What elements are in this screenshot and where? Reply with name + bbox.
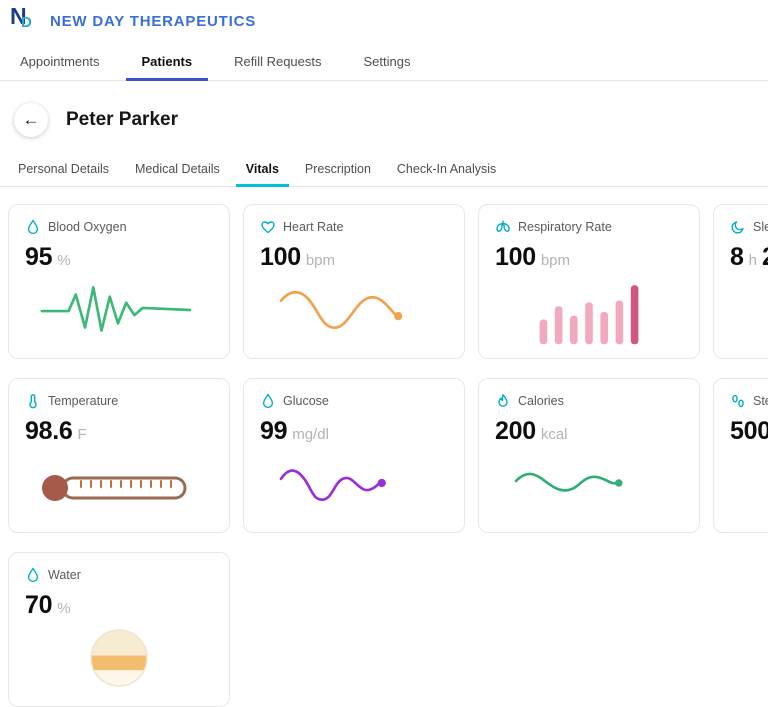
card-head: Temperature bbox=[25, 393, 213, 409]
vitals-card-grid: Blood Oxygen 95 % Heart Rate 100 bpm bbox=[0, 187, 768, 707]
vital-card-heart-rate: Heart Rate 100 bpm bbox=[243, 204, 465, 359]
thermometer-icon bbox=[25, 393, 41, 409]
vital-unit: bpm bbox=[540, 252, 570, 269]
vital-value: 8 bbox=[730, 243, 744, 271]
card-label: Steps bbox=[753, 394, 768, 408]
card-value: 99 mg/dl bbox=[260, 417, 448, 446]
tab-check-in-analysis[interactable]: Check-In Analysis bbox=[396, 162, 497, 176]
vital-unit: % bbox=[57, 600, 71, 617]
tab-patients[interactable]: Patients bbox=[125, 44, 209, 81]
vital-card-temperature: Temperature 98.6 F bbox=[8, 378, 230, 533]
card-head: Respiratory Rate bbox=[495, 219, 683, 235]
card-value: 8 h 2 bbox=[730, 243, 768, 272]
tab-medical-details[interactable]: Medical Details bbox=[135, 162, 220, 176]
vital-unit: % bbox=[57, 252, 71, 269]
vital-unit: bpm bbox=[305, 252, 335, 269]
card-label: Respiratory Rate bbox=[518, 220, 612, 234]
vital-value-2: 2 bbox=[762, 243, 768, 272]
tab-appointments[interactable]: Appointments bbox=[20, 54, 100, 69]
vital-value: 200 bbox=[495, 417, 536, 445]
card-value: 200 kcal bbox=[495, 417, 683, 446]
vital-unit: mg/dl bbox=[292, 426, 329, 443]
heart-icon bbox=[260, 219, 276, 235]
vital-card-blood-oxygen: Blood Oxygen 95 % bbox=[8, 204, 230, 359]
brand-row: N D NEW DAY THERAPEUTICS bbox=[0, 0, 768, 36]
card-label: Temperature bbox=[48, 394, 119, 408]
card-value: 500 bbox=[730, 417, 768, 446]
card-label: Calories bbox=[518, 394, 564, 408]
back-button[interactable]: ← bbox=[14, 103, 48, 137]
patient-name: Peter Parker bbox=[66, 109, 178, 130]
glucose-sparkline bbox=[260, 446, 448, 522]
vital-value: 99 bbox=[260, 417, 288, 445]
card-head: Water bbox=[25, 567, 213, 583]
steps-icon bbox=[730, 393, 746, 409]
vital-card-water: Water 70 % bbox=[8, 552, 230, 707]
back-arrow-icon: ← bbox=[22, 110, 40, 129]
card-value: 100 bpm bbox=[495, 243, 683, 272]
card-head: Steps bbox=[730, 393, 768, 409]
tab-refill-requests[interactable]: Refill Requests bbox=[234, 54, 322, 69]
card-label: Water bbox=[48, 568, 81, 582]
card-head: Heart Rate bbox=[260, 219, 448, 235]
vital-value: 70 bbox=[25, 591, 53, 619]
card-head: Blood Oxygen bbox=[25, 219, 213, 235]
vital-value: 500 bbox=[730, 417, 768, 445]
card-value: 70 % bbox=[25, 591, 213, 620]
card-label: Blood Oxygen bbox=[48, 220, 127, 234]
heart-rate-sparkline bbox=[260, 272, 448, 348]
card-label: Sleep bbox=[753, 220, 768, 234]
vital-value: 100 bbox=[495, 243, 536, 271]
droplet-icon bbox=[260, 393, 276, 409]
respiratory-rate-bar-sparkline bbox=[495, 272, 683, 348]
tab-vitals[interactable]: Vitals bbox=[235, 153, 289, 187]
top-nav: Appointments Patients Refill Requests Se… bbox=[0, 44, 768, 81]
moon-icon bbox=[730, 219, 746, 235]
card-head: Glucose bbox=[260, 393, 448, 409]
vital-card-sleep: Sleep 8 h 2 bbox=[713, 204, 768, 359]
water-drop-icon bbox=[25, 567, 41, 583]
sleep-sparkline bbox=[730, 272, 768, 348]
tab-personal-details[interactable]: Personal Details bbox=[18, 162, 110, 176]
flame-icon bbox=[495, 393, 511, 409]
vital-value: 100 bbox=[260, 243, 301, 271]
logo-letter-n: N bbox=[10, 3, 27, 29]
vital-value: 98.6 bbox=[25, 417, 73, 445]
card-label: Glucose bbox=[283, 394, 329, 408]
vital-card-steps: Steps 500 bbox=[713, 378, 768, 533]
water-cup-graphic bbox=[25, 620, 213, 696]
card-value: 100 bpm bbox=[260, 243, 448, 272]
vital-unit: h bbox=[748, 252, 757, 269]
tab-settings[interactable]: Settings bbox=[363, 54, 411, 69]
vital-card-calories: Calories 200 kcal bbox=[478, 378, 700, 533]
card-value: 95 % bbox=[25, 243, 213, 272]
card-head: Sleep bbox=[730, 219, 768, 235]
brand-logo: N D bbox=[10, 3, 40, 36]
droplet-icon bbox=[25, 219, 41, 235]
lungs-icon bbox=[495, 219, 511, 235]
thermometer-graphic bbox=[25, 446, 213, 522]
app-header: N D NEW DAY THERAPEUTICS Appointments Pa… bbox=[0, 0, 768, 81]
vital-unit: F bbox=[77, 426, 87, 443]
blood-oxygen-sparkline bbox=[25, 272, 213, 348]
patient-sub-tabs: Personal Details Medical Details Vitals … bbox=[0, 153, 768, 187]
vital-unit: kcal bbox=[540, 426, 568, 443]
card-head: Calories bbox=[495, 393, 683, 409]
tab-prescription[interactable]: Prescription bbox=[304, 162, 371, 176]
vital-card-respiratory-rate: Respiratory Rate 100 bpm bbox=[478, 204, 700, 359]
calories-sparkline bbox=[495, 446, 683, 522]
vital-value: 95 bbox=[25, 243, 53, 271]
card-label: Heart Rate bbox=[283, 220, 344, 234]
vital-card-glucose: Glucose 99 mg/dl bbox=[243, 378, 465, 533]
steps-sparkline bbox=[730, 446, 768, 522]
patient-header: ← Peter Parker bbox=[0, 81, 768, 143]
card-value: 98.6 F bbox=[25, 417, 213, 446]
brand-title: NEW DAY THERAPEUTICS bbox=[50, 12, 257, 30]
logo-letter-d: D bbox=[21, 14, 32, 31]
